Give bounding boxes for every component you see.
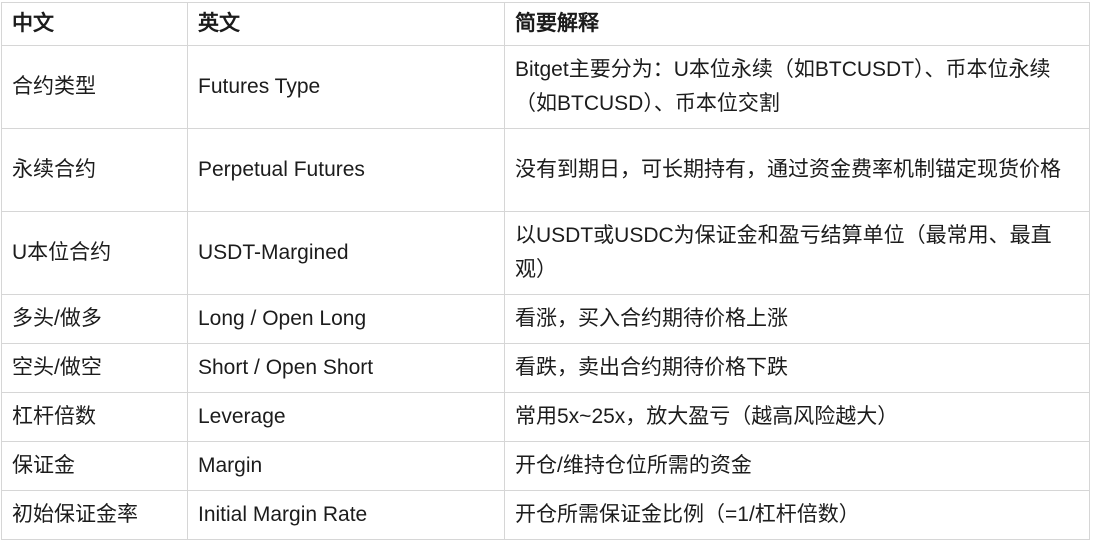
term-chinese: 初始保证金率: [1, 490, 188, 540]
table-row: U本位合约 USDT-Margined 以USDT或USDC为保证金和盈亏结算单…: [1, 211, 1090, 295]
term-chinese: U本位合约: [1, 211, 188, 295]
table-row: 保证金 Margin 开仓/维持仓位所需的资金: [1, 441, 1090, 491]
term-chinese: 空头/做空: [1, 343, 188, 393]
term-english: Perpetual Futures: [187, 128, 505, 212]
table-header-row: 中文 英文 简要解释: [1, 2, 1090, 46]
term-english: Margin: [187, 441, 505, 491]
term-english: Futures Type: [187, 45, 505, 129]
term-english: Long / Open Long: [187, 294, 505, 344]
term-explanation: 没有到期日，可长期持有，通过资金费率机制锚定现货价格: [504, 128, 1090, 212]
term-explanation: 看跌，卖出合约期待价格下跌: [504, 343, 1090, 393]
term-explanation: 以USDT或USDC为保证金和盈亏结算单位（最常用、最直观）: [504, 211, 1090, 295]
term-chinese: 合约类型: [1, 45, 188, 129]
table-row: 合约类型 Futures Type Bitget主要分为：U本位永续（如BTCU…: [1, 45, 1090, 129]
column-header-chinese: 中文: [1, 2, 188, 46]
term-explanation: Bitget主要分为：U本位永续（如BTCUSDT）、币本位永续（如BTCUSD…: [504, 45, 1090, 129]
table-row: 初始保证金率 Initial Margin Rate 开仓所需保证金比例（=1/…: [1, 490, 1090, 540]
term-english: USDT-Margined: [187, 211, 505, 295]
term-chinese: 杠杆倍数: [1, 392, 188, 442]
term-explanation: 看涨，买入合约期待价格上涨: [504, 294, 1090, 344]
term-explanation: 开仓所需保证金比例（=1/杠杆倍数）: [504, 490, 1090, 540]
term-chinese: 多头/做多: [1, 294, 188, 344]
term-english: Initial Margin Rate: [187, 490, 505, 540]
term-explanation: 开仓/维持仓位所需的资金: [504, 441, 1090, 491]
term-chinese: 保证金: [1, 441, 188, 491]
column-header-english: 英文: [187, 2, 505, 46]
column-header-explanation: 简要解释: [504, 2, 1090, 46]
term-explanation: 常用5x~25x，放大盈亏（越高风险越大）: [504, 392, 1090, 442]
table-row: 多头/做多 Long / Open Long 看涨，买入合约期待价格上涨: [1, 294, 1090, 344]
table-row: 杠杆倍数 Leverage 常用5x~25x，放大盈亏（越高风险越大）: [1, 392, 1090, 442]
term-chinese: 永续合约: [1, 128, 188, 212]
term-english: Short / Open Short: [187, 343, 505, 393]
table-row: 空头/做空 Short / Open Short 看跌，卖出合约期待价格下跌: [1, 343, 1090, 393]
table-row: 永续合约 Perpetual Futures 没有到期日，可长期持有，通过资金费…: [1, 128, 1090, 212]
term-english: Leverage: [187, 392, 505, 442]
